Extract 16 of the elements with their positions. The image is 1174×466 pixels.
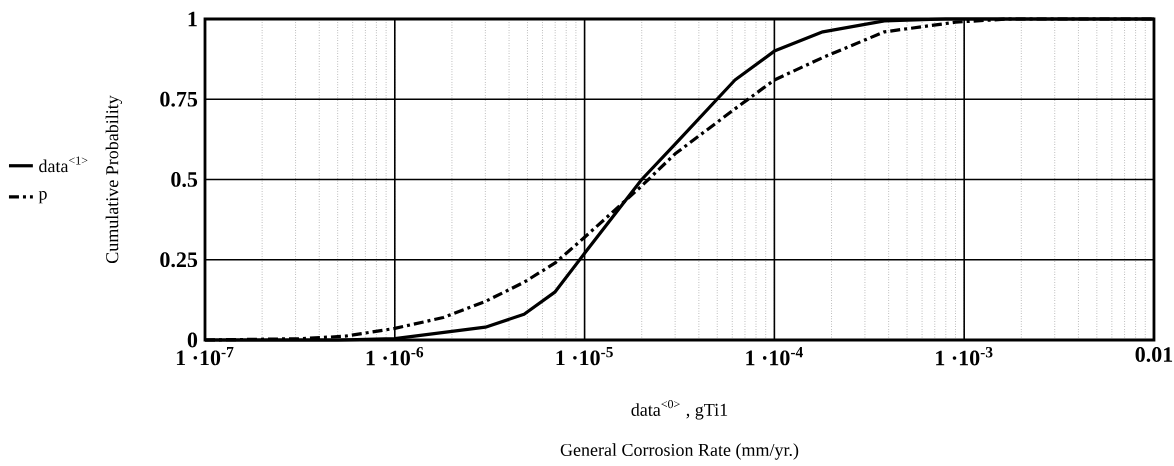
x-tick-label: 1 ·10$^{-3}$ (936, 347, 993, 366)
x-tick-label: 1 ·10$^{-4}$ (746, 347, 803, 366)
x-tick-label: 1 ·10$^{-5}$ (556, 347, 613, 366)
x-tick-label: 0.01 (1135, 347, 1173, 362)
legend-label: p (38, 191, 47, 204)
y-tick-label: 0 (187, 332, 198, 348)
x-tick-label: 1 ·10$^{-6}$ (366, 347, 424, 366)
legend-label: data$^{<1>}$ (39, 156, 88, 173)
y-tick-label: 0.75 (160, 91, 198, 107)
y-tick-label: 1 (188, 11, 197, 27)
y-tick-label: 0.25 (160, 252, 198, 268)
y-axis-title: Cumulative Probability (105, 95, 123, 263)
x-tick-label: 1 ·10$^{-7}$ (176, 347, 234, 366)
text: data$^{<0>}$ , gTi1 (631, 400, 728, 420)
x-axis-title: General Corrosion Rate (mm/yr.) (560, 443, 799, 460)
y-tick-label: 0.5 (171, 172, 198, 187)
